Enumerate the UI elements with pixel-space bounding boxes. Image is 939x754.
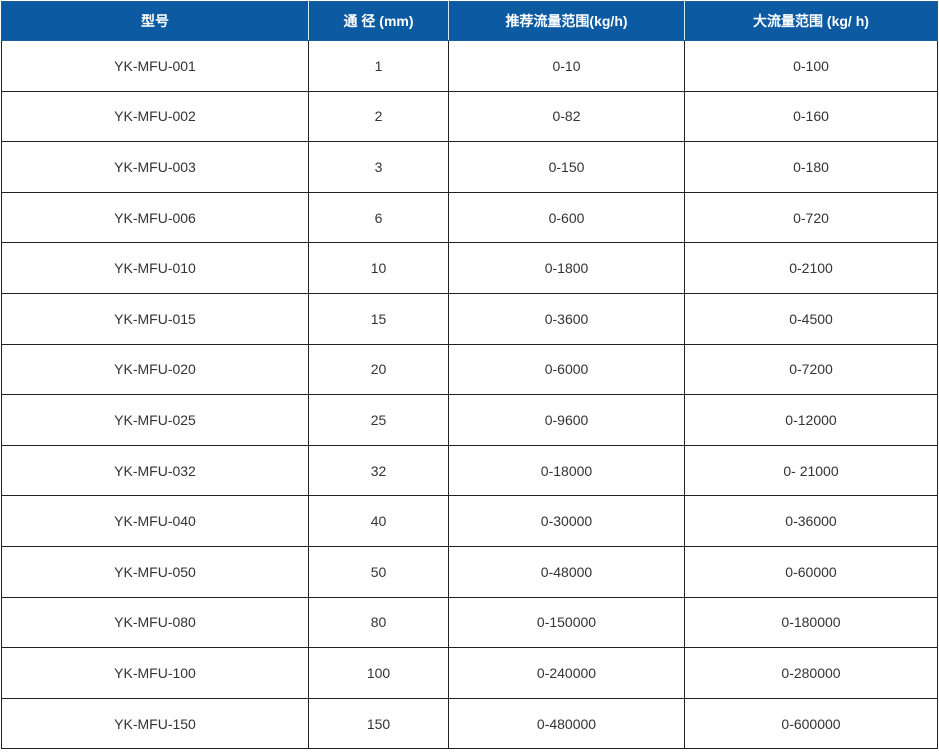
cell-model: YK-MFU-100 [1, 647, 309, 699]
cell-max-flow: 0-2100 [684, 242, 938, 294]
table-row: YK-MFU-015 15 0-3600 0-4500 [1, 292, 938, 345]
cell-max-flow: 0- 21000 [684, 444, 938, 497]
table-row: YK-MFU-025 25 0-9600 0-12000 [1, 394, 938, 446]
cell-recommended-flow: 0-600 [448, 191, 685, 244]
cell-diameter: 1 [308, 40, 449, 92]
header-max-flow: 大流量范围 (kg/ h) [684, 1, 938, 41]
table-row: YK-MFU-003 3 0-150 0-180 [1, 141, 938, 193]
cell-max-flow: 0-60000 [684, 545, 938, 598]
cell-max-flow: 0-180000 [684, 596, 938, 649]
cell-diameter: 150 [308, 697, 449, 750]
table-header-row: 型号 通 径 (mm) 推荐流量范围(kg/h) 大流量范围 (kg/ h) [1, 1, 938, 41]
cell-diameter: 25 [308, 394, 449, 446]
cell-recommended-flow: 0-30000 [448, 495, 685, 547]
cell-recommended-flow: 0-3600 [448, 292, 685, 345]
cell-recommended-flow: 0-150 [448, 141, 685, 193]
cell-model: YK-MFU-010 [1, 242, 309, 294]
table-row: YK-MFU-006 6 0-600 0-720 [1, 191, 938, 244]
cell-model: YK-MFU-050 [1, 545, 309, 598]
cell-max-flow: 0-160 [684, 90, 938, 143]
table-row: YK-MFU-002 2 0-82 0-160 [1, 90, 938, 143]
table-row: YK-MFU-080 80 0-150000 0-180000 [1, 596, 938, 649]
cell-diameter: 2 [308, 90, 449, 143]
cell-diameter: 100 [308, 647, 449, 699]
table-row: YK-MFU-020 20 0-6000 0-7200 [1, 343, 938, 396]
cell-model: YK-MFU-001 [1, 40, 309, 92]
table-row: YK-MFU-040 40 0-30000 0-36000 [1, 495, 938, 547]
cell-model: YK-MFU-003 [1, 141, 309, 193]
cell-model: YK-MFU-002 [1, 90, 309, 143]
table-row: YK-MFU-050 50 0-48000 0-60000 [1, 545, 938, 598]
cell-recommended-flow: 0-6000 [448, 343, 685, 396]
cell-diameter: 20 [308, 343, 449, 396]
cell-recommended-flow: 0-10 [448, 40, 685, 92]
cell-model: YK-MFU-006 [1, 191, 309, 244]
cell-recommended-flow: 0-18000 [448, 444, 685, 497]
cell-diameter: 6 [308, 191, 449, 244]
cell-recommended-flow: 0-480000 [448, 697, 685, 750]
cell-diameter: 15 [308, 292, 449, 345]
header-model: 型号 [1, 1, 309, 41]
table-row: YK-MFU-032 32 0-18000 0- 21000 [1, 444, 938, 497]
cell-diameter: 80 [308, 596, 449, 649]
cell-max-flow: 0-36000 [684, 495, 938, 547]
cell-max-flow: 0-7200 [684, 343, 938, 396]
cell-diameter: 3 [308, 141, 449, 193]
cell-max-flow: 0-100 [684, 40, 938, 92]
cell-model: YK-MFU-020 [1, 343, 309, 396]
cell-max-flow: 0-4500 [684, 292, 938, 345]
cell-model: YK-MFU-040 [1, 495, 309, 547]
cell-recommended-flow: 0-150000 [448, 596, 685, 649]
cell-recommended-flow: 0-82 [448, 90, 685, 143]
cell-max-flow: 0-180 [684, 141, 938, 193]
cell-model: YK-MFU-025 [1, 394, 309, 446]
table-row: YK-MFU-100 100 0-240000 0-280000 [1, 647, 938, 699]
cell-model: YK-MFU-015 [1, 292, 309, 345]
cell-model: YK-MFU-080 [1, 596, 309, 649]
cell-recommended-flow: 0-240000 [448, 647, 685, 699]
table-row: YK-MFU-010 10 0-1800 0-2100 [1, 242, 938, 294]
cell-diameter: 32 [308, 444, 449, 497]
header-recommended-flow: 推荐流量范围(kg/h) [448, 1, 685, 41]
cell-model: YK-MFU-032 [1, 444, 309, 497]
cell-max-flow: 0-600000 [684, 697, 938, 750]
cell-diameter: 40 [308, 495, 449, 547]
cell-diameter: 10 [308, 242, 449, 294]
header-diameter: 通 径 (mm) [308, 1, 449, 41]
cell-max-flow: 0-280000 [684, 647, 938, 699]
cell-model: YK-MFU-150 [1, 697, 309, 750]
cell-max-flow: 0-12000 [684, 394, 938, 446]
cell-recommended-flow: 0-48000 [448, 545, 685, 598]
table-row: YK-MFU-150 150 0-480000 0-600000 [1, 697, 938, 750]
cell-recommended-flow: 0-1800 [448, 242, 685, 294]
table-row: YK-MFU-001 1 0-10 0-100 [1, 40, 938, 92]
cell-max-flow: 0-720 [684, 191, 938, 244]
cell-diameter: 50 [308, 545, 449, 598]
cell-recommended-flow: 0-9600 [448, 394, 685, 446]
